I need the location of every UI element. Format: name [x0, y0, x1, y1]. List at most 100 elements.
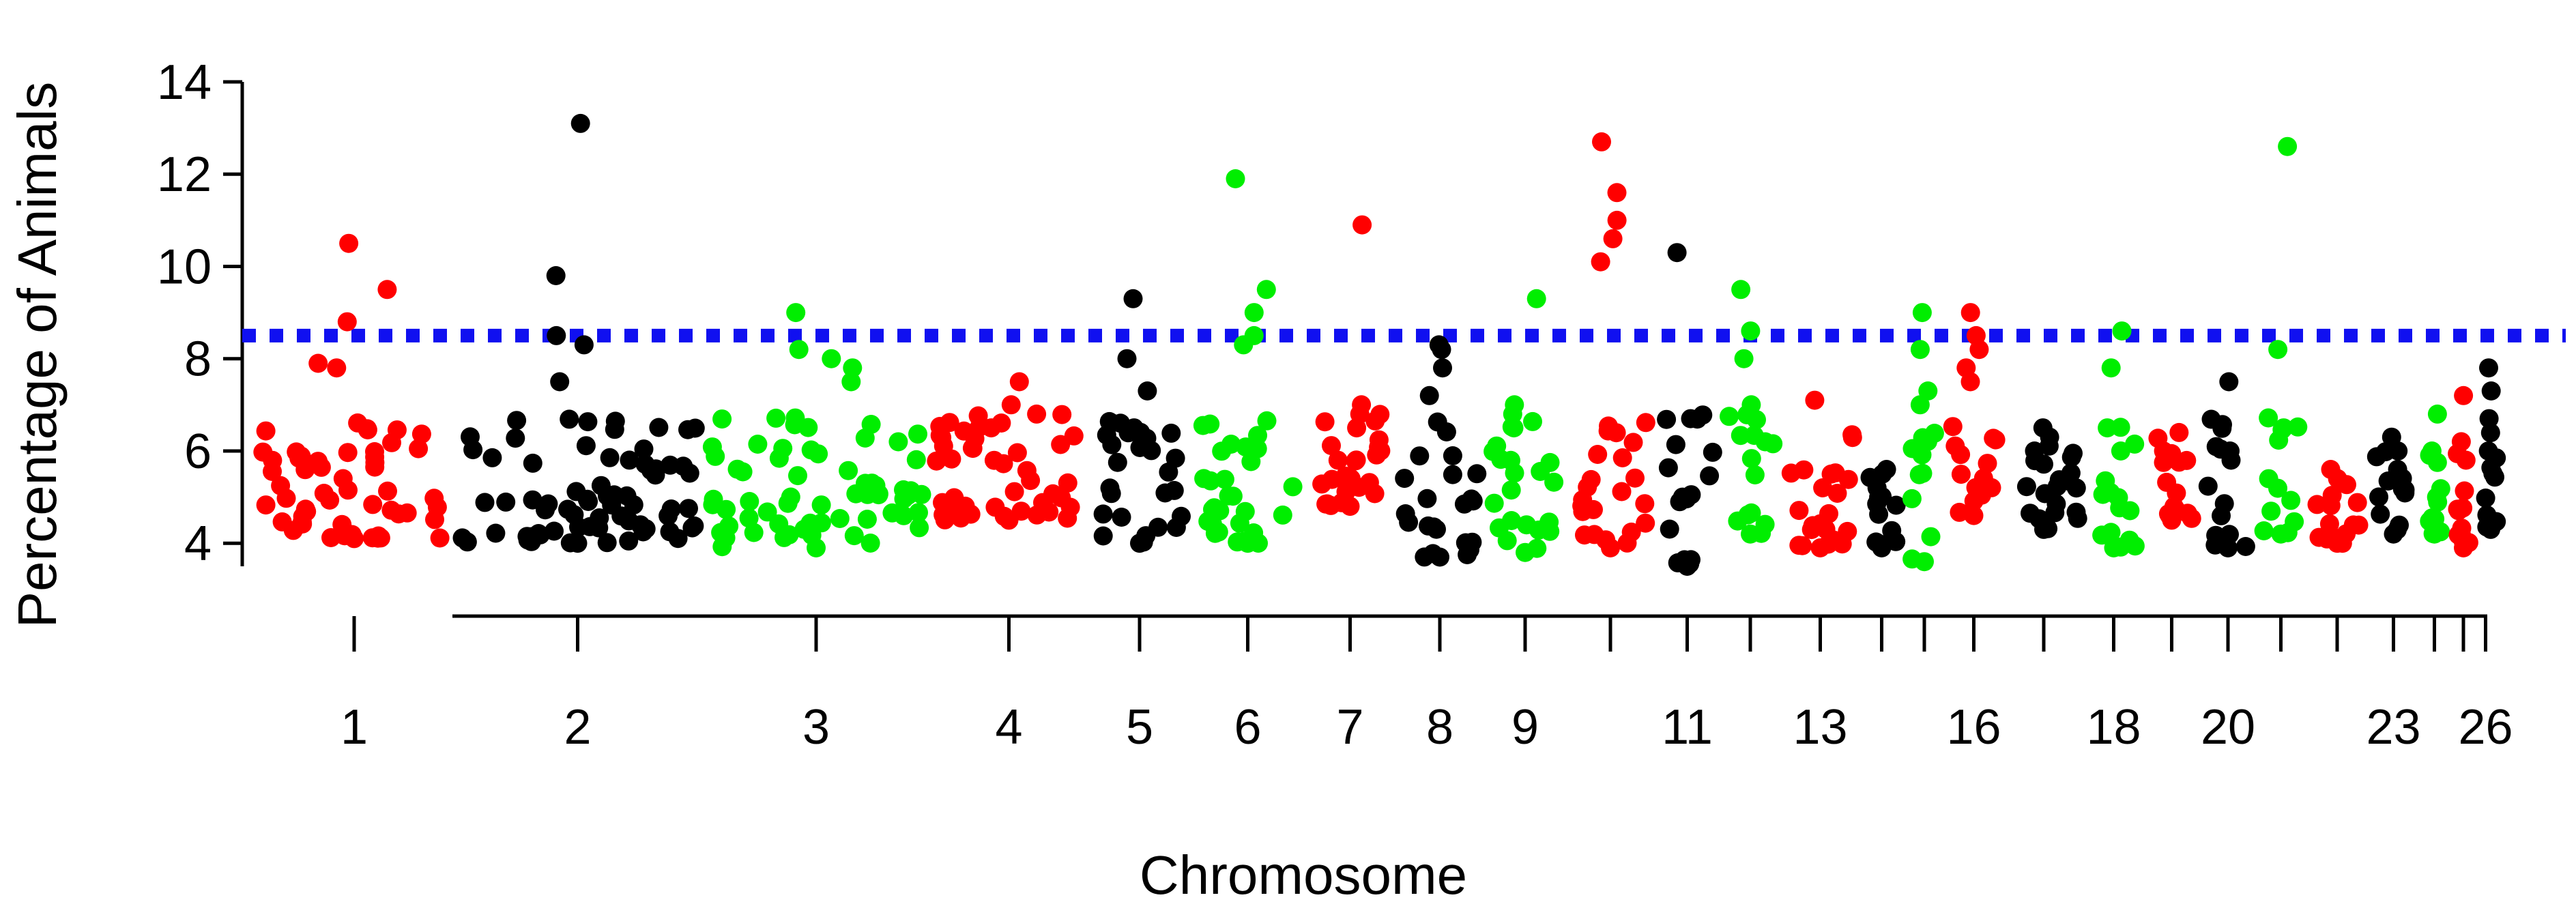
peak-point: [1256, 280, 1276, 300]
data-point: [1112, 508, 1131, 527]
data-point: [397, 503, 417, 523]
data-point: [1484, 493, 1504, 513]
peak-point: [550, 372, 570, 392]
peak-point: [981, 418, 1001, 438]
peak-point: [2268, 340, 2288, 360]
data-point: [1635, 494, 1655, 514]
data-point: [801, 440, 821, 460]
peak-point: [2278, 136, 2298, 156]
x-tick-labels: 1 2 3 4 5 6 7 8 9 11 13 16 18 20 23 26: [341, 700, 2513, 755]
peak-point: [2427, 404, 2447, 424]
peak-point: [1910, 340, 1930, 360]
data-point: [2288, 417, 2308, 437]
data-point: [578, 412, 598, 432]
data-point: [283, 521, 303, 540]
data-point: [1666, 435, 1685, 454]
data-point: [1238, 534, 1258, 553]
data-point: [1842, 425, 1862, 445]
data-point: [1978, 454, 1997, 474]
y-tick-label: 12: [157, 147, 212, 202]
data-point: [597, 533, 617, 553]
data-point: [757, 502, 777, 522]
data-point: [371, 528, 390, 548]
peak-point: [2040, 427, 2059, 447]
peak-point: [1592, 132, 1611, 151]
peak-point: [1912, 303, 1932, 323]
data-point: [1572, 496, 1592, 516]
data-point: [2480, 423, 2500, 443]
x-tick-label: 3: [802, 700, 830, 755]
data-point: [869, 485, 888, 505]
data-point: [1052, 405, 1072, 424]
peak-point: [339, 233, 359, 253]
data-point: [1872, 538, 1892, 557]
data-point: [678, 420, 697, 439]
peak-point: [2422, 441, 2442, 461]
data-point: [1738, 505, 1758, 525]
data-point: [486, 523, 506, 543]
x-tick-label: 26: [2458, 700, 2513, 755]
peak-point: [786, 303, 806, 323]
data-point: [1484, 441, 1503, 461]
x-tick-label: 8: [1426, 700, 1453, 755]
data-point: [1747, 410, 1766, 430]
peak-point: [1877, 460, 1896, 479]
data-point: [679, 499, 698, 519]
data-point: [568, 534, 588, 553]
data-point: [1365, 484, 1385, 504]
data-point: [1502, 511, 1521, 530]
data-point: [338, 443, 358, 463]
data-point: [2259, 469, 2278, 489]
x-tick-label: 16: [1946, 700, 2001, 755]
data-point: [1612, 482, 1632, 501]
x-tick-label: 2: [564, 700, 591, 755]
x-tick-label: 7: [1336, 700, 1363, 755]
data-point: [1915, 552, 1934, 572]
data-point: [1257, 411, 1277, 431]
data-point: [2369, 487, 2388, 507]
data-point: [1741, 449, 1761, 469]
data-point: [660, 522, 680, 542]
data-point: [1458, 545, 1477, 564]
peak-point: [2169, 422, 2189, 442]
data-point: [2104, 538, 2124, 557]
x-tick-label: 18: [2086, 700, 2141, 755]
peak-point: [1234, 335, 1254, 355]
data-point: [703, 495, 723, 514]
peak-point: [1821, 464, 1841, 484]
data-point: [1964, 491, 1984, 511]
data-point: [1137, 428, 1157, 448]
data-point: [333, 469, 353, 489]
peak-point: [1603, 229, 1623, 248]
peak-point: [1869, 487, 1889, 507]
data-point: [2066, 502, 2086, 522]
data-point: [1636, 513, 1655, 533]
data-point: [1984, 428, 2003, 448]
data-point: [1945, 436, 1965, 456]
data-point: [1693, 405, 1713, 425]
data-point: [381, 500, 401, 520]
data-point: [2016, 477, 2036, 497]
data-point: [2425, 524, 2444, 544]
peak-point: [2101, 358, 2121, 378]
peak-point: [1607, 210, 1627, 230]
peak-point: [1670, 492, 1690, 512]
peak-point: [1419, 385, 1439, 405]
data-point: [661, 499, 681, 519]
y-axis-title: Percentage of Animals: [7, 82, 68, 628]
peak-point: [1433, 358, 1452, 378]
peak-point: [2427, 487, 2446, 507]
data-point: [1467, 464, 1487, 484]
data-point: [600, 448, 620, 467]
data-point: [2182, 508, 2201, 528]
data-point: [898, 485, 918, 505]
data-point: [2034, 519, 2053, 539]
data-point: [965, 429, 985, 448]
data-point: [1623, 433, 1643, 452]
data-point: [1575, 525, 1594, 545]
peak-point: [2481, 381, 2501, 401]
data-point: [482, 448, 502, 467]
data-point: [523, 490, 542, 510]
data-point: [611, 506, 631, 526]
data-point: [2455, 481, 2474, 501]
